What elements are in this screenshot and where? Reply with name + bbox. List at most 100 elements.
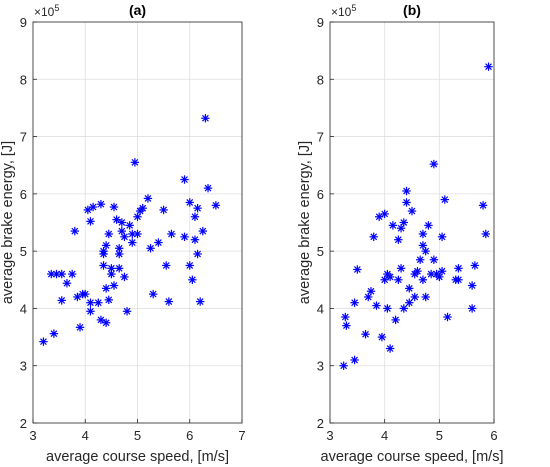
panel-a-data-point bbox=[117, 218, 127, 227]
panel-a-y-multiplier-base: ×10 bbox=[34, 5, 55, 19]
panel-b-data-point bbox=[454, 275, 463, 284]
panel-b-data-point bbox=[396, 264, 406, 273]
panel-a-data-point bbox=[193, 203, 202, 213]
panel-a-data-point bbox=[190, 212, 200, 221]
panel-a-xtick-label: 6 bbox=[186, 428, 193, 443]
panel-b-data-point bbox=[402, 198, 411, 207]
panel-a-data-point bbox=[185, 261, 194, 270]
panel-b-data-point bbox=[375, 212, 384, 221]
panel-a-data-point bbox=[133, 229, 142, 239]
panel-a-y-multiplier: ×105 bbox=[34, 3, 59, 19]
panel-b-y-multiplier-exp: 5 bbox=[351, 3, 356, 13]
panel-a-points bbox=[39, 114, 221, 346]
panel-b-data-point bbox=[443, 312, 452, 322]
panel-a-data-point bbox=[99, 261, 108, 270]
panel-b-data-point bbox=[440, 195, 449, 204]
panel-b-data-point bbox=[407, 206, 417, 216]
panel-b-data-point bbox=[391, 315, 400, 325]
panel-a-title: (a) bbox=[129, 2, 146, 18]
panel-a-data-point bbox=[198, 226, 208, 236]
panel-a-data-point bbox=[104, 229, 113, 239]
panel-a-ytick-label: 8 bbox=[20, 72, 27, 87]
panel-a-ylabel: average brake energy, [J] bbox=[0, 141, 16, 304]
panel-a-data-point bbox=[94, 298, 103, 307]
panel-b-yticks: 2 3 4 5 6 7 8 9 bbox=[317, 15, 334, 431]
panel-b-data-point bbox=[467, 304, 477, 313]
panel-b-data-point bbox=[399, 218, 408, 227]
panel-a-data-point bbox=[57, 296, 66, 305]
panel-b-ytick-label: 4 bbox=[317, 301, 324, 316]
panel-a-data-point bbox=[130, 158, 140, 167]
panel-a-data-point bbox=[49, 329, 59, 338]
panel-a-ytick-label: 5 bbox=[20, 244, 27, 259]
panel-b-points bbox=[339, 62, 493, 370]
panel-a-data-point bbox=[99, 249, 108, 259]
panel-a-data-point bbox=[125, 221, 134, 230]
panel-b-data-point bbox=[388, 221, 398, 230]
panel-a-data-point bbox=[101, 318, 111, 327]
panel-a-data-point bbox=[159, 205, 168, 215]
panel-a-data-point bbox=[57, 269, 66, 279]
panel-b-xticks: 3 4 5 6 bbox=[326, 419, 498, 443]
panel-b-xlabel: average course speed, [m/s] bbox=[321, 449, 504, 465]
panel-a-xlabel: average course speed, [m/s] bbox=[46, 449, 229, 465]
panel-a-grid bbox=[32, 21, 243, 424]
panel-b-xtick-label: 6 bbox=[490, 428, 497, 443]
panel-b-data-point bbox=[383, 304, 392, 313]
panel-a-data-point bbox=[83, 205, 93, 215]
panel-a-data-point bbox=[188, 275, 197, 284]
panel-a-data-point bbox=[70, 226, 79, 236]
panel-b-data-point bbox=[350, 355, 359, 365]
panel-b-data-point bbox=[416, 255, 425, 264]
panel-a-xtick-label: 3 bbox=[29, 428, 36, 443]
panel-b-data-point bbox=[385, 272, 395, 282]
panel-b-data-point bbox=[405, 284, 414, 293]
panel-b-data-point bbox=[481, 229, 490, 239]
panel-b-ytick-label: 9 bbox=[317, 15, 324, 30]
panel-b-ytick-label: 2 bbox=[317, 416, 324, 431]
panel-b-data-point bbox=[341, 312, 350, 322]
panel-b-data-point bbox=[394, 275, 403, 284]
panel-a-data-point bbox=[67, 269, 77, 279]
panel-a-data-point bbox=[73, 292, 82, 302]
panel-b-data-point bbox=[402, 186, 411, 196]
panel-b-data-point bbox=[437, 266, 447, 276]
panel-a-data-point bbox=[164, 297, 174, 306]
panel-b-data-point bbox=[394, 235, 403, 244]
panel-b-data-point bbox=[342, 321, 351, 330]
panel-b-data-point bbox=[418, 275, 428, 284]
panel-a-data-point bbox=[115, 249, 124, 259]
panel-a-data-point bbox=[190, 235, 200, 244]
panel-a-data-point bbox=[86, 307, 95, 316]
panel-a-data-point bbox=[75, 323, 85, 332]
panel-a-data-point bbox=[107, 269, 116, 279]
panel-b-data-point bbox=[421, 292, 430, 302]
panel-a-xtick-label: 5 bbox=[134, 428, 141, 443]
panel-a-data-point bbox=[88, 202, 98, 212]
panel-a-ytick-label: 9 bbox=[20, 15, 27, 30]
panel-b-y-multiplier-base: ×10 bbox=[331, 5, 352, 19]
panel-a-data-point bbox=[128, 229, 137, 239]
panel-a-data-point bbox=[180, 175, 189, 184]
panel-b-data-point bbox=[372, 301, 381, 310]
panel-b-data-point bbox=[339, 361, 348, 370]
panel-b-data-point bbox=[410, 292, 419, 302]
panel-a-data-point bbox=[203, 183, 213, 193]
panel-a-xticks: 3 4 5 6 7 bbox=[29, 419, 246, 443]
panel-b-data-point bbox=[437, 232, 447, 242]
panel-b-data-point bbox=[435, 272, 444, 282]
panel-a-data-point bbox=[109, 202, 119, 212]
panel-b-data-point bbox=[369, 232, 378, 242]
panel-b-data-point bbox=[350, 298, 359, 307]
panel-b-ytick-label: 8 bbox=[317, 72, 324, 87]
panel-b-ylabel: average brake energy, [J] bbox=[297, 141, 313, 304]
panel-a-data-point bbox=[167, 229, 176, 239]
panel-a-data-point bbox=[62, 279, 72, 288]
panel-b-ytick-label: 7 bbox=[317, 130, 324, 145]
panel-a-data-point bbox=[39, 337, 48, 346]
panel-a-data-point bbox=[196, 297, 205, 306]
panel-a-data-point bbox=[86, 217, 95, 226]
panel-a-data-point bbox=[133, 212, 142, 221]
panel-a-data-point bbox=[201, 114, 210, 123]
